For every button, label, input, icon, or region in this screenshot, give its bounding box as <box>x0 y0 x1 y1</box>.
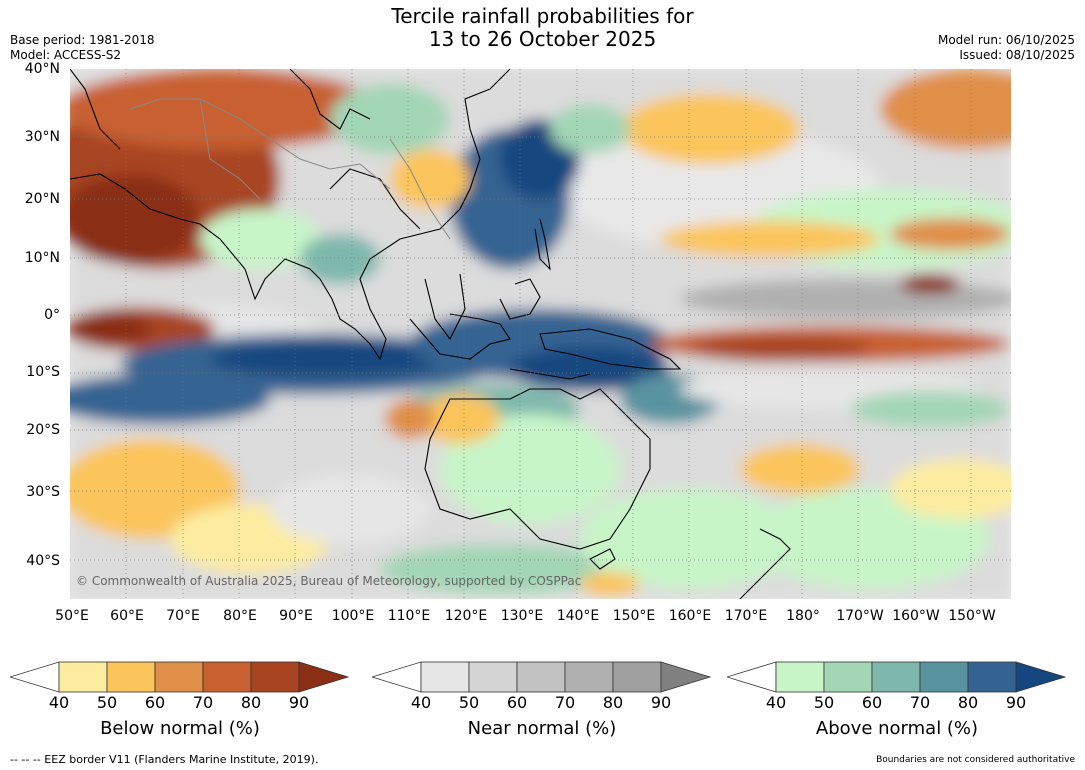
lon-label: 70°E <box>166 608 200 624</box>
tick-label: 60 <box>506 693 528 712</box>
eez-note: -- -- -- EEZ border V11 (Flanders Marine… <box>10 753 319 766</box>
tick-label: 70 <box>909 693 931 712</box>
model-name: Model: ACCESS-S2 <box>10 48 122 62</box>
lon-label: 60°E <box>110 608 144 624</box>
lon-label: 80°E <box>223 608 257 624</box>
tick-label: 70 <box>554 693 576 712</box>
lat-label-40n: 40°N <box>24 61 60 77</box>
colorbar-below-title: Below normal (%) <box>100 718 260 739</box>
issued-date: Issued: 08/10/2025 <box>959 48 1075 62</box>
cbar-seg <box>967 661 1017 693</box>
cbar-seg <box>516 661 566 693</box>
tick-label: 70 <box>192 693 214 712</box>
colorbar-above-normal <box>727 661 1067 693</box>
colorbar-below-ticks: 40 50 60 70 80 90 <box>10 693 350 713</box>
map-canvas <box>70 69 1011 599</box>
lat-label-10n: 10°N <box>24 250 60 266</box>
lon-label: 90°E <box>279 608 313 624</box>
cbar-seg <box>10 661 60 693</box>
lon-label: 160°E <box>668 608 712 624</box>
map-title: Tercile rainfall probabilities for 13 to… <box>0 5 1085 51</box>
cbar-seg <box>58 661 108 693</box>
boundaries-note: Boundaries are not considered authoritat… <box>876 755 1075 765</box>
tick-label: 90 <box>650 693 672 712</box>
colorbar-near-normal <box>372 661 712 693</box>
lat-label-20n: 20°N <box>24 191 60 207</box>
colorbar-above-ticks: 40 50 60 70 80 90 <box>727 693 1067 713</box>
lon-label: 50°E <box>55 608 89 624</box>
cbar-seg <box>823 661 873 693</box>
coastlines <box>70 69 791 599</box>
colorbar-below-normal <box>10 661 350 693</box>
lon-label: 120°E <box>444 608 488 624</box>
lon-label: 170°E <box>724 608 768 624</box>
lat-label-0: 0° <box>44 307 60 323</box>
lon-label: 140°E <box>556 608 600 624</box>
tick-label: 80 <box>240 693 262 712</box>
lon-label: 150°E <box>612 608 656 624</box>
cbar-seg <box>775 661 825 693</box>
tick-label: 60 <box>144 693 166 712</box>
rainfall-probability-map: © Commonwealth of Australia 2025, Bureau… <box>70 69 1011 599</box>
lon-label: 150°W <box>948 608 996 624</box>
model-run: Model run: 06/10/2025 <box>937 33 1075 47</box>
cbar-seg <box>612 661 662 693</box>
tick-label: 40 <box>48 693 70 712</box>
tick-label: 50 <box>96 693 118 712</box>
cbar-seg <box>202 661 252 693</box>
colorbar-near-title: Near normal (%) <box>467 718 617 739</box>
cbar-seg <box>154 661 204 693</box>
cbar-seg <box>420 661 470 693</box>
tick-label: 50 <box>813 693 835 712</box>
lon-label: 110°E <box>387 608 431 624</box>
lat-label-40s: 40°S <box>26 553 60 569</box>
cbar-seg <box>298 661 350 693</box>
lat-label-20s: 20°S <box>26 422 60 438</box>
title-line-1: Tercile rainfall probabilities for <box>391 4 694 28</box>
meta-right: Model run: 06/10/2025 Issued: 08/10/2025 <box>938 33 1075 63</box>
cbar-seg <box>871 661 921 693</box>
lon-label: 180° <box>786 608 820 624</box>
tick-label: 40 <box>410 693 432 712</box>
tick-label: 80 <box>602 693 624 712</box>
tick-label: 90 <box>288 693 310 712</box>
meta-left: Base period: 1981-2018 Model: ACCESS-S2 <box>10 33 155 63</box>
tick-label: 90 <box>1005 693 1027 712</box>
lon-label: 170°W <box>836 608 884 624</box>
lon-label: 160°W <box>892 608 940 624</box>
cbar-seg <box>372 661 422 693</box>
lat-label-30s: 30°S <box>26 484 60 500</box>
cbar-seg <box>106 661 156 693</box>
cbar-seg <box>1015 661 1067 693</box>
gridlines <box>70 69 1011 599</box>
probability-field <box>70 69 1011 599</box>
cbar-seg <box>468 661 518 693</box>
cbar-seg <box>919 661 969 693</box>
cbar-seg <box>660 661 712 693</box>
cbar-seg <box>250 661 300 693</box>
lon-label: 130°E <box>500 608 544 624</box>
cbar-seg <box>564 661 614 693</box>
country-borders <box>129 98 451 240</box>
cbar-seg <box>727 661 777 693</box>
map-credit: © Commonwealth of Australia 2025, Bureau… <box>76 574 582 588</box>
lat-label-10s: 10°S <box>26 364 60 380</box>
tick-label: 60 <box>861 693 883 712</box>
colorbar-above-title: Above normal (%) <box>815 718 979 739</box>
lon-label: 100°E <box>331 608 375 624</box>
tick-label: 40 <box>765 693 787 712</box>
lat-label-30n: 30°N <box>24 129 60 145</box>
tick-label: 50 <box>458 693 480 712</box>
colorbar-near-ticks: 40 50 60 70 80 90 <box>372 693 712 713</box>
tick-label: 80 <box>957 693 979 712</box>
base-period: Base period: 1981-2018 <box>10 33 155 47</box>
title-line-2: 13 to 26 October 2025 <box>428 27 657 51</box>
